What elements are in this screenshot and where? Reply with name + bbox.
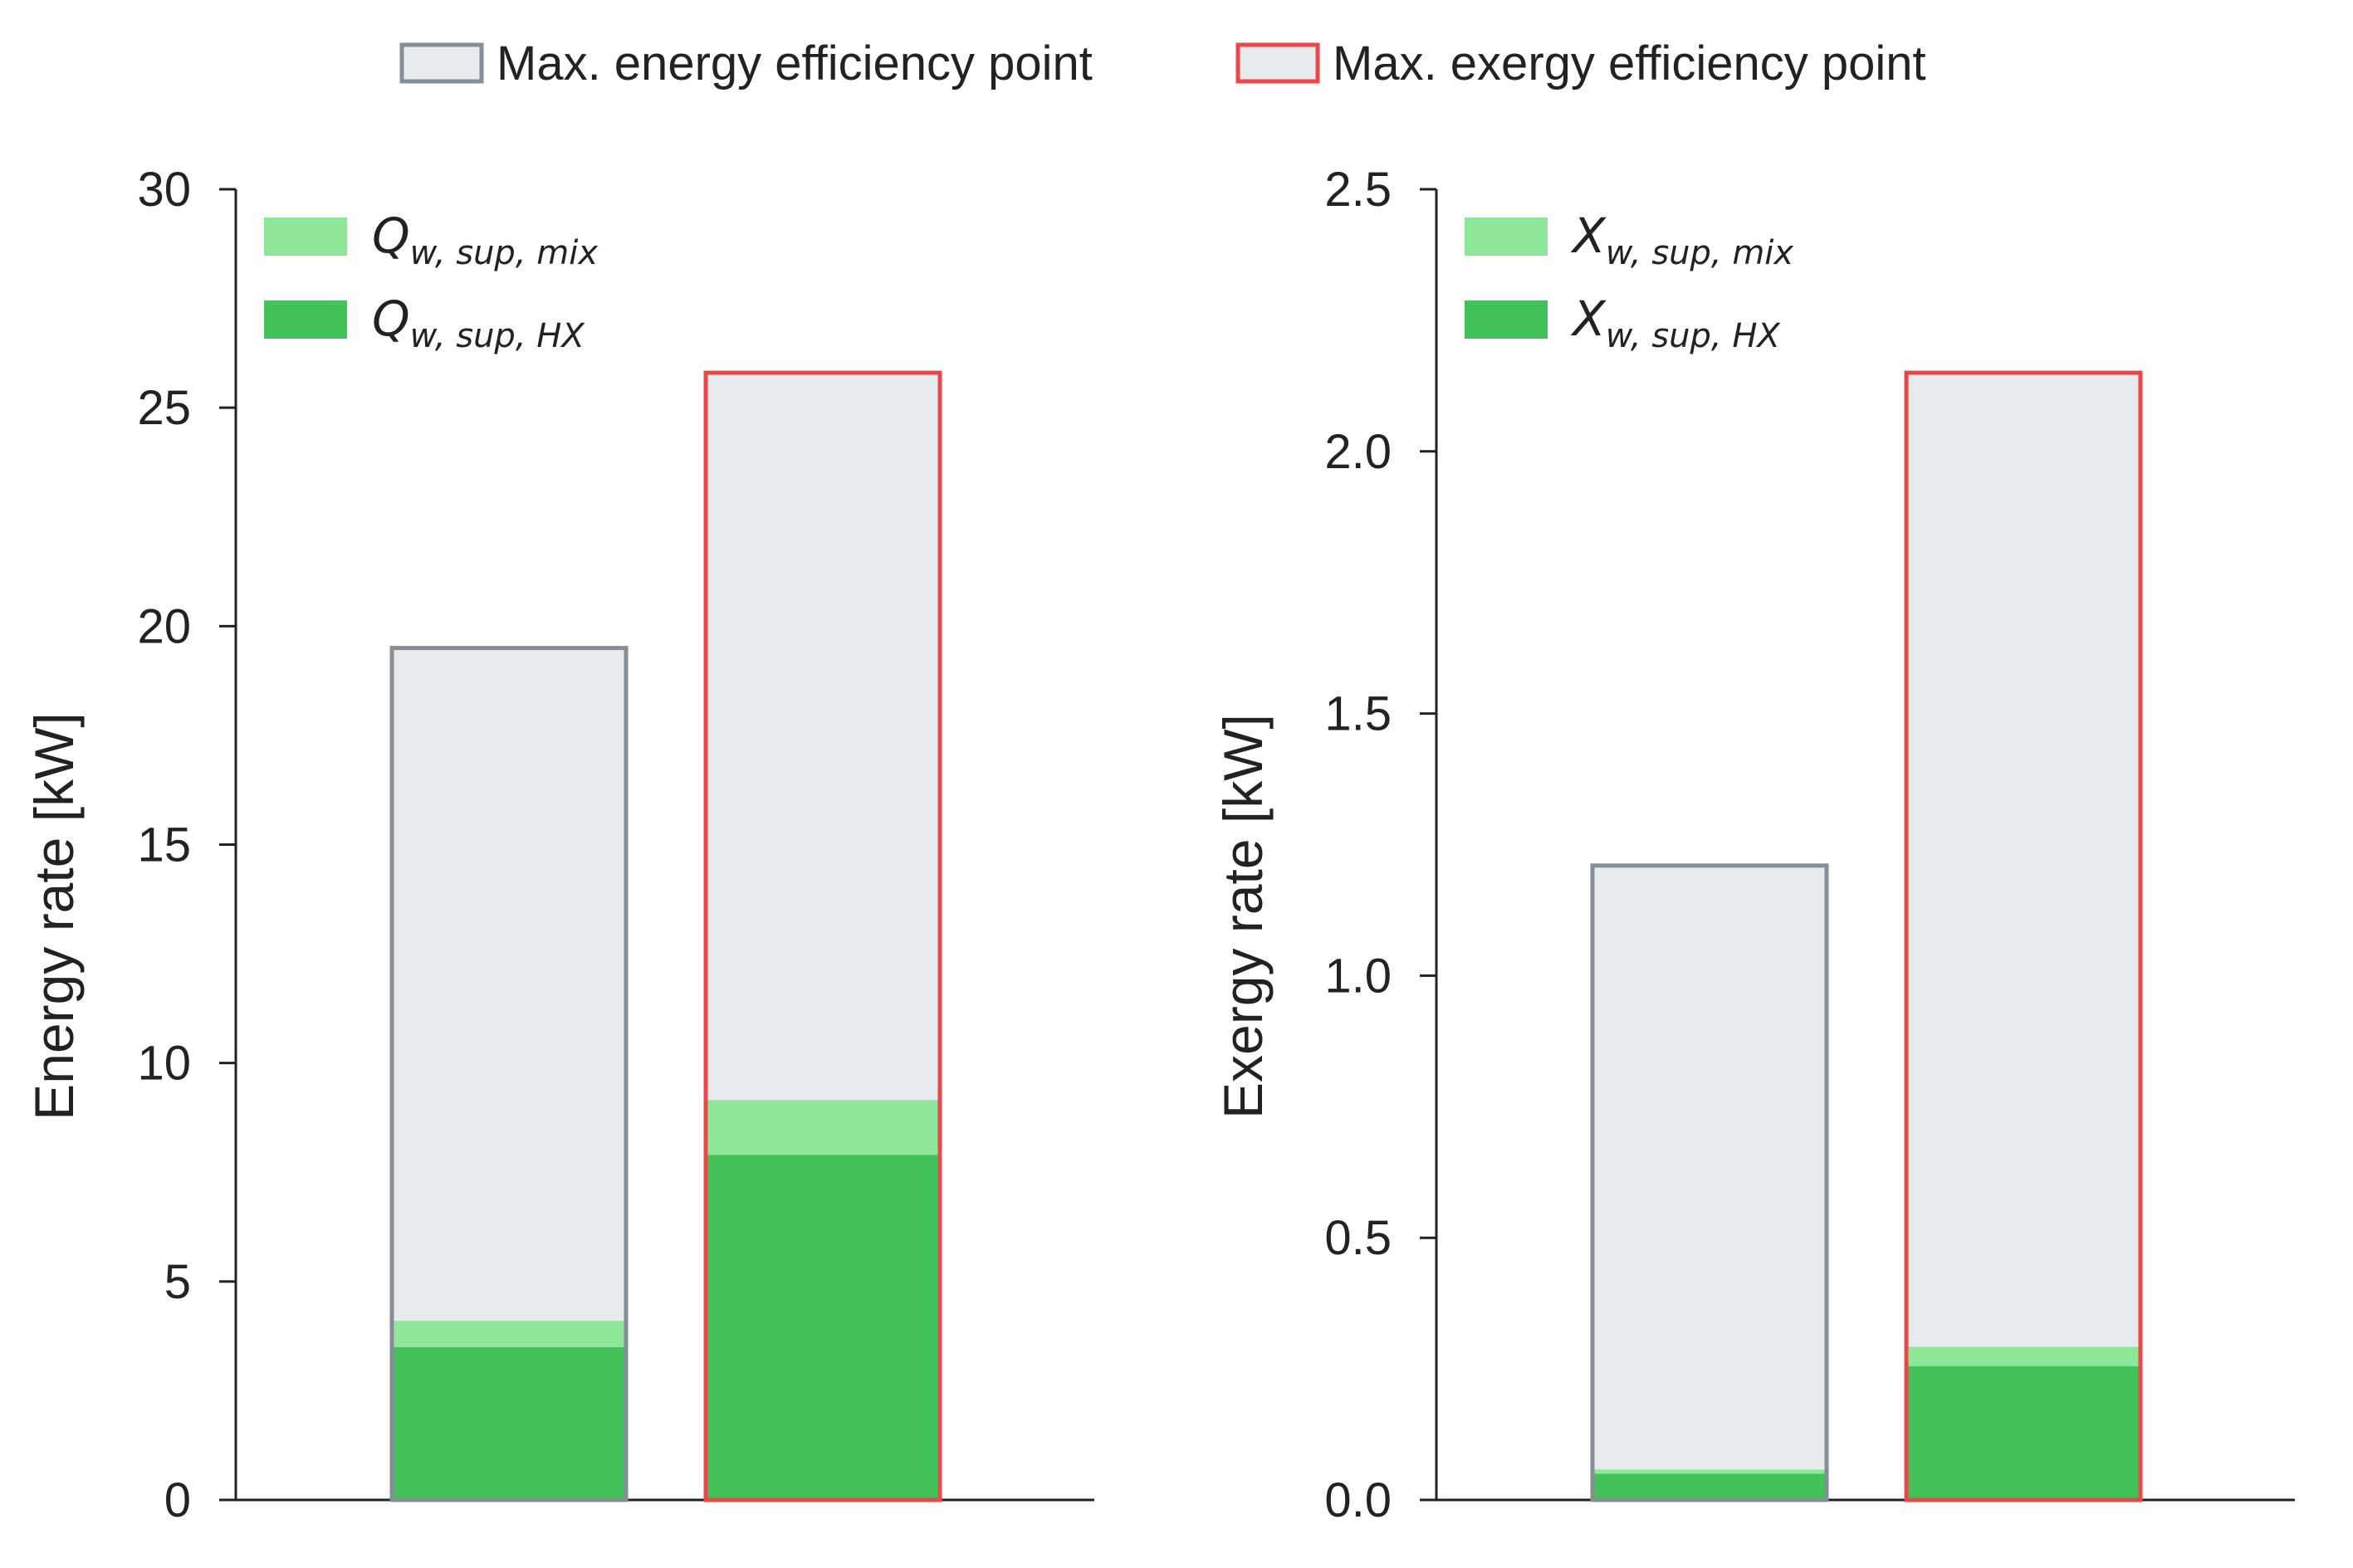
y-tick-label: 20 [137,599,191,653]
inner-legend-label-hx: Xw, sup, HX [1570,291,1781,355]
bar-outline [1904,370,2143,1502]
bar-outline [1590,863,1829,1502]
y-tick-label: 10 [137,1037,191,1091]
legend-label-energy-point: Max. energy efficiency point [497,37,1093,90]
y-axis-label: Exergy rate [kW] [1212,714,1274,1119]
inner-legend-symbol: Q [372,291,410,347]
inner-legend-symbol: X [1570,291,1607,347]
energy-rate-panel: Energy rate [kW] 0 5 10 15 20 25 30 Qw, sup, mi… [23,163,1094,1527]
inner-legend-swatch-mix [1465,217,1548,256]
bar-total-background [1906,373,2140,1500]
bar-segment-mix [392,1321,626,1347]
y-tick-label: 0 [164,1473,191,1527]
bar-outline [703,370,942,1502]
inner-legend-label-hx: Qw, sup, HX [372,291,585,355]
inner-legend-swatch-hx [264,300,347,339]
inner-legend-subscript: w, sup, mix [1606,234,1794,272]
y-tick-label: 30 [137,163,191,217]
bar-segment-hx [706,1155,940,1500]
bar-segment-hx [1592,1473,1827,1500]
y-tick-label: 15 [137,818,191,872]
bar-segment-hx [1906,1365,2140,1500]
y-tick-label: 0.5 [1324,1211,1392,1265]
inner-legend-subscript: w, sup, HX [410,317,586,355]
legend-label-exergy-point: Max. exergy efficiency point [1333,37,1926,90]
inner-legend-subscript: w, sup, mix [410,234,599,272]
bar-segment-mix [1906,1346,2140,1366]
y-tick-label: 2.5 [1324,163,1392,217]
bar-outline [389,646,629,1502]
inner-legend-swatch-hx [1465,300,1548,339]
bar-segment-hx [392,1346,626,1500]
y-tick-label: 0.0 [1324,1473,1392,1527]
y-tick-label: 1.0 [1324,949,1392,1003]
inner-legend-subscript: w, sup, HX [1606,317,1782,355]
inner-legend-label-mix: Qw, sup, mix [372,208,598,272]
y-tick-label: 2.0 [1324,425,1392,479]
y-tick-label: 25 [137,381,191,435]
inner-legend-symbol: X [1570,208,1607,264]
exergy-rate-panel: Exergy rate [kW] 0.0 0.5 1.0 1.5 2.0 2.5 Xw, s… [1212,163,2295,1527]
y-tick-label: 5 [164,1255,191,1309]
inner-legend-symbol: Q [372,208,410,264]
inner-legend-label-mix: Xw, sup, mix [1570,208,1793,272]
y-tick-label: 1.5 [1324,687,1392,741]
legend-swatch-energy-point [399,42,484,84]
bar-segment-mix [1592,1469,1827,1474]
inner-legend-swatch-mix [264,217,347,256]
top-legend: Max. energy efficiency point Max. exergy… [399,37,1926,90]
legend-swatch-exergy-point [1235,42,1320,84]
bar-segment-mix [706,1100,940,1155]
y-axis-label: Energy rate [kW] [23,712,85,1121]
bar-total-background [1592,865,1827,1500]
